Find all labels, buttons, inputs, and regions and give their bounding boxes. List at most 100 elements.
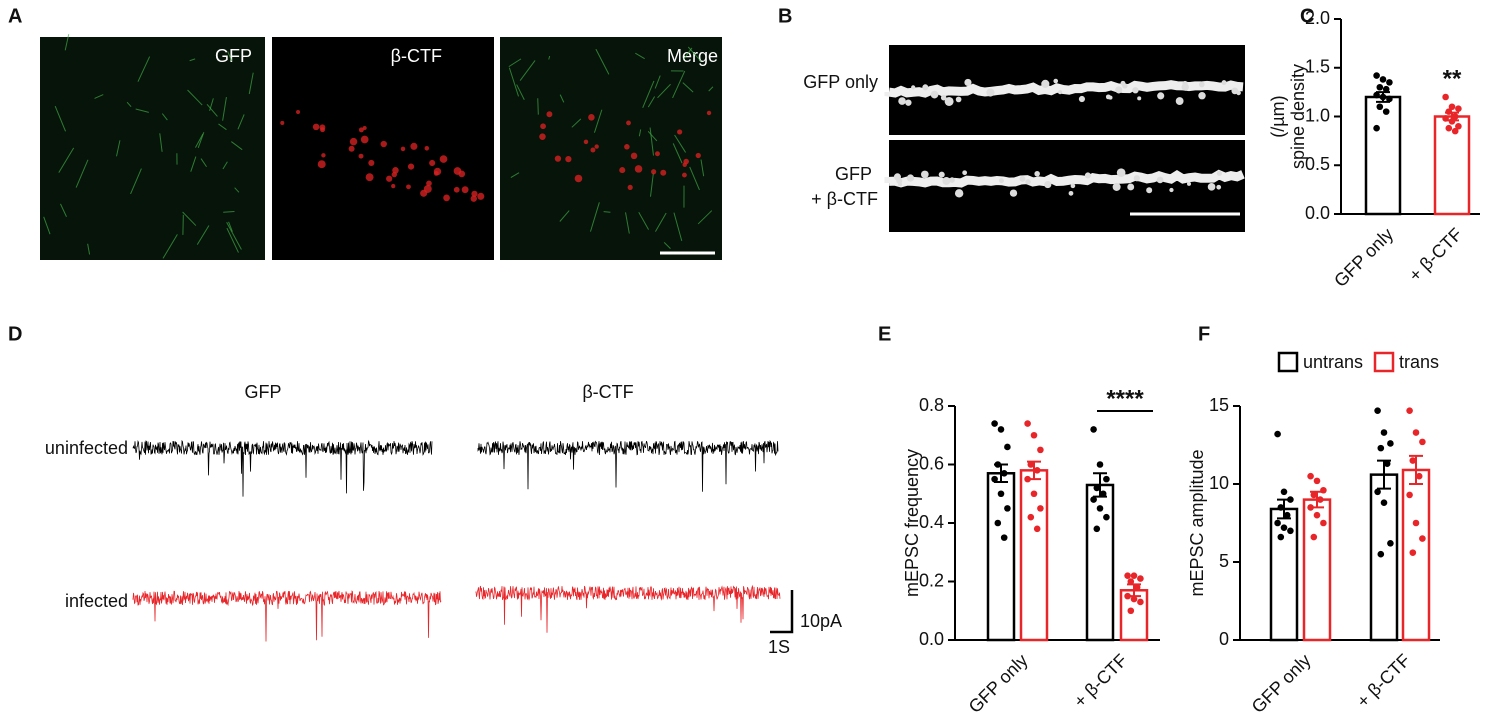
error-bar: [1377, 459, 1391, 490]
spine: [1169, 187, 1174, 193]
spine: [1068, 190, 1074, 196]
neurite: [126, 101, 132, 108]
x-tick-label: + β-CTF: [1070, 650, 1131, 711]
spine: [1132, 87, 1139, 94]
neurite: [589, 202, 600, 232]
data-point: [1313, 477, 1321, 485]
data-point: [1124, 592, 1131, 600]
data-point: [991, 420, 998, 427]
cell: [594, 144, 599, 149]
data-point: [1383, 460, 1391, 468]
neurite: [237, 114, 245, 130]
y-tick-label: 0.8: [919, 395, 944, 415]
data-point: [1377, 444, 1385, 452]
spine: [1116, 168, 1126, 178]
bar: [1302, 498, 1332, 642]
data-point: [1445, 124, 1453, 132]
y-tick-label: 0.0: [919, 629, 944, 649]
y-tick-label: 10: [1209, 473, 1229, 493]
cell: [365, 173, 374, 182]
data-point: [1419, 438, 1426, 446]
data-point: [1376, 103, 1384, 111]
data-point: [1406, 491, 1413, 499]
cell: [296, 110, 301, 115]
cell: [546, 111, 553, 118]
data-point: [1373, 72, 1380, 79]
y-tick-label: 0.0: [1305, 203, 1330, 223]
data-point: [1037, 446, 1044, 454]
cell: [400, 146, 406, 152]
cell: [660, 169, 667, 176]
neurite: [663, 242, 671, 249]
cell: [321, 153, 326, 158]
data-point: [1004, 505, 1011, 512]
cell: [349, 137, 358, 146]
neurite: [248, 72, 254, 95]
data-point: [1307, 504, 1314, 511]
cell: [443, 194, 450, 202]
data-point: [1380, 429, 1388, 436]
spine: [1084, 172, 1091, 179]
cell: [540, 123, 546, 130]
neurite: [234, 187, 240, 193]
current-trace: [475, 584, 781, 633]
data-point: [1030, 490, 1038, 498]
neurite: [593, 109, 603, 133]
spine: [906, 174, 915, 182]
cell: [539, 133, 546, 140]
cell: [380, 140, 387, 148]
cell: [453, 167, 462, 175]
neurite: [519, 60, 536, 81]
bar: [1401, 468, 1431, 642]
spine: [1216, 184, 1222, 190]
x-tick-label: + β-CTF: [1405, 224, 1466, 285]
data-point: [1027, 461, 1035, 468]
neurite: [223, 210, 235, 213]
neurite: [194, 133, 204, 148]
data-point: [994, 461, 1002, 468]
data-point: [1103, 513, 1110, 521]
neurite: [672, 143, 683, 164]
neurite: [683, 47, 693, 60]
panel-label: A: [8, 5, 22, 27]
cell: [470, 195, 477, 202]
data-point: [1133, 584, 1141, 591]
cell: [358, 127, 364, 133]
significance: **: [1443, 65, 1462, 92]
data-point: [1277, 504, 1285, 511]
y-tick-label: 5: [1219, 551, 1229, 571]
data-point: [1277, 533, 1285, 541]
data-point: [1374, 488, 1381, 496]
panel-label: F: [1198, 323, 1210, 345]
data-point: [997, 490, 1005, 498]
cell: [682, 172, 687, 178]
data-point: [1090, 426, 1097, 433]
cell: [368, 159, 375, 166]
data-point: [1387, 539, 1394, 547]
current-trace: [132, 439, 433, 497]
data-point: [1283, 511, 1291, 519]
y-tick-label: 0.5: [1305, 154, 1330, 174]
neurite: [537, 98, 539, 115]
current-trace: [477, 440, 779, 492]
neurite: [87, 243, 91, 255]
cell: [358, 153, 364, 159]
data-point: [1280, 524, 1288, 531]
spine: [1070, 183, 1076, 189]
x-tick-label: GFP only: [1330, 224, 1397, 291]
row-label: infected: [65, 591, 128, 611]
spine: [1120, 80, 1126, 86]
data-point: [1412, 429, 1420, 436]
y-axis-label: mEPSC frequency: [902, 449, 922, 597]
cell: [624, 144, 630, 150]
legend-swatch: [1373, 351, 1395, 373]
data-point: [1096, 505, 1104, 512]
neurite: [657, 83, 671, 99]
data-point: [1373, 124, 1380, 132]
data-point: [1448, 118, 1456, 125]
legend-swatch: [1277, 351, 1299, 373]
trace-scale-bar: [770, 590, 794, 634]
cell: [348, 145, 355, 152]
data-point: [1127, 578, 1135, 585]
panel-label: C: [1300, 5, 1314, 27]
